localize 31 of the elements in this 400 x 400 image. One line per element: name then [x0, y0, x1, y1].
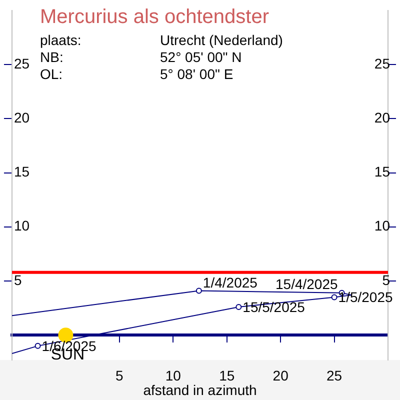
x-tick-label: 20 — [272, 367, 289, 384]
x-axis-title: afstand in azimuth — [142, 382, 258, 398]
x-tick-label: 5 — [116, 367, 124, 384]
y-tick-label: 25 — [14, 55, 30, 72]
y2-tick-label: 5 — [382, 272, 390, 288]
annotation: OL: — [40, 66, 63, 82]
chart-title: Mercurius als ochtendster — [40, 6, 269, 29]
y2-tick-label: 15 — [374, 164, 390, 180]
y-tick-label: 10 — [14, 218, 30, 234]
y2-tick-label: 25 — [374, 55, 390, 72]
y-tick-label: 15 — [14, 164, 30, 180]
x-tick-label: 15 — [219, 367, 235, 384]
x-tick-label: 25 — [326, 367, 342, 384]
data-label: 1/5/2025 — [338, 289, 393, 306]
annotation: NB: — [40, 49, 64, 65]
annotation: plaats: — [40, 32, 82, 48]
annotation: Utrecht (Nederland) — [160, 32, 283, 48]
point — [196, 288, 202, 294]
y-tick-label: 20 — [14, 109, 30, 126]
point — [236, 304, 242, 310]
x-tick-label: 10 — [165, 367, 182, 384]
data-label: 15/5/2025 — [242, 298, 306, 315]
y-tick-label: 5 — [14, 272, 22, 288]
data-label: 1/4/2025 — [202, 274, 258, 291]
point — [34, 342, 41, 349]
point — [331, 294, 338, 300]
y2-tick-label: 20 — [374, 109, 390, 126]
data-label: 15/4/2025 — [276, 276, 338, 292]
annotation: 5° 08' 00" E — [160, 66, 234, 82]
annotation: 52° 05' 00" N — [160, 49, 242, 65]
y2-tick-label: 10 — [374, 218, 390, 234]
